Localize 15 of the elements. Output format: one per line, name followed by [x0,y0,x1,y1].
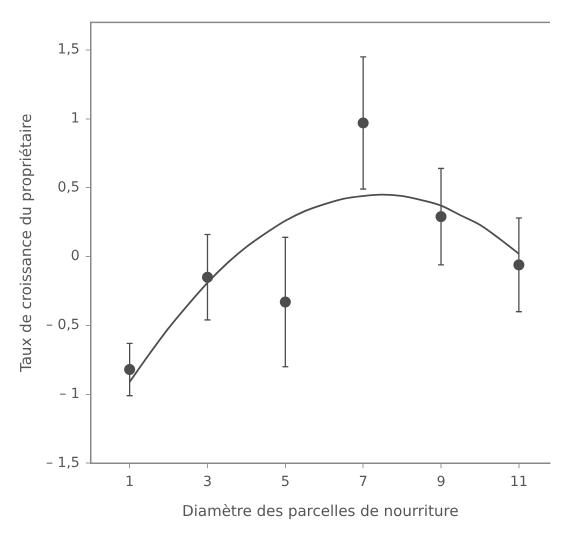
y-tick-label: 1,5 [57,42,80,58]
y-tick-label: – 1,5 [46,454,80,471]
y-tick-label: 0 [70,248,80,264]
x-tick-label: 1 [125,474,134,490]
y-tick-label: – 1 [59,386,80,402]
x-tick-label: 9 [436,474,446,490]
x-tick-label: 7 [358,474,368,490]
y-tick-label: 0,5 [57,179,80,196]
x-tick-label: 5 [280,474,290,490]
x-tick-label: 11 [510,474,528,490]
y-tick-label: 1 [70,110,80,126]
x-tick-label: 3 [203,474,212,490]
y-tick-label: – 0,5 [46,317,80,334]
x-axis-title: Diamètre des parcelles de nourriture [182,502,459,520]
y-axis-title: Taux de croissance du propriétaire [16,114,35,373]
